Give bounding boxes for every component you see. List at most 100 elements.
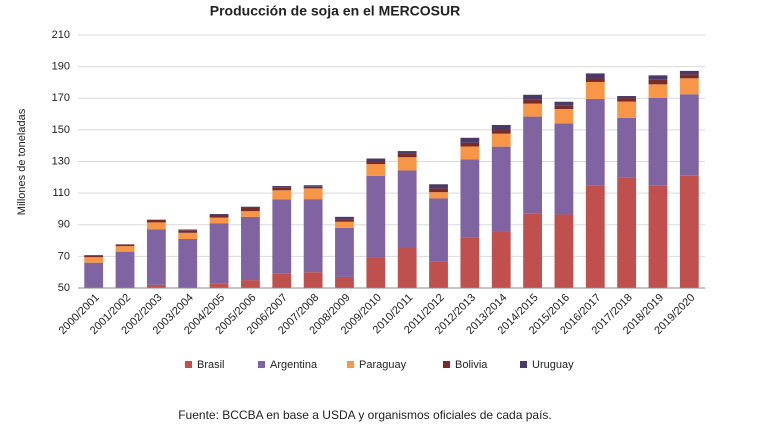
- bar-segment: [241, 217, 260, 280]
- bar-segment: [680, 74, 699, 78]
- bar-segment: [272, 199, 291, 273]
- bar-segment: [492, 125, 511, 130]
- bar-segment: [649, 84, 668, 97]
- bar-segment: [272, 188, 291, 191]
- bar-segment: [680, 71, 699, 74]
- bar-segment: [649, 98, 668, 185]
- bar-segment: [429, 188, 448, 192]
- bar-segment: [680, 78, 699, 94]
- bar-segment: [335, 222, 354, 228]
- bar-segment: [178, 229, 197, 230]
- bar-segment: [555, 102, 574, 105]
- bar-segment: [147, 220, 166, 222]
- bar-segment: [617, 118, 636, 178]
- bar-segment: [586, 186, 605, 288]
- bar-segment: [178, 233, 197, 239]
- source-note: Fuente: BCCBA en base a USDA y organismo…: [178, 408, 552, 422]
- bar-segment: [429, 184, 448, 188]
- bar-segment: [147, 229, 166, 284]
- bar-segment: [398, 171, 417, 248]
- bar-segment: [116, 246, 135, 252]
- bar-segment: [429, 262, 448, 288]
- bar-segment: [335, 277, 354, 288]
- bar-segment: [617, 98, 636, 101]
- bar-segment: [555, 109, 574, 124]
- bar-segment: [523, 100, 542, 104]
- bar-segment: [178, 239, 197, 288]
- bar-segment: [335, 219, 354, 222]
- bar-segment: [304, 199, 323, 272]
- bar-segment: [586, 82, 605, 99]
- bar-segment: [398, 154, 417, 158]
- bar-segment: [304, 187, 323, 189]
- bar-segment: [586, 73, 605, 78]
- legend-swatch: [347, 361, 354, 368]
- legend-swatch: [443, 361, 450, 368]
- y-tick-label: 190: [52, 61, 70, 73]
- bar-segment: [492, 231, 511, 288]
- bar-segment: [586, 78, 605, 81]
- bar-segment: [523, 214, 542, 288]
- bar-segment: [210, 218, 229, 224]
- bar-segment: [210, 283, 229, 288]
- bar-segment: [272, 274, 291, 288]
- bar-segment: [210, 215, 229, 218]
- bar-segment: [116, 252, 135, 288]
- bar-segment: [492, 147, 511, 231]
- bar-segment: [335, 217, 354, 219]
- legend-label: Bolivia: [455, 359, 488, 371]
- bar-segment: [492, 134, 511, 147]
- bar-segment: [460, 159, 479, 237]
- bar-segment: [460, 146, 479, 159]
- bar-segment: [523, 95, 542, 100]
- bar-segment: [492, 130, 511, 134]
- legend-label: Argentina: [270, 359, 318, 371]
- bar-segment: [366, 164, 385, 176]
- bar-segment: [335, 228, 354, 277]
- bar-segment: [680, 94, 699, 175]
- bar-segment: [241, 211, 260, 217]
- bar-segment: [84, 263, 103, 288]
- bar-segment: [617, 102, 636, 118]
- bar-segment: [210, 214, 229, 215]
- bar-segment: [366, 176, 385, 258]
- y-tick-label: 170: [52, 92, 70, 104]
- bar-segment: [178, 230, 197, 233]
- y-tick-label: 130: [52, 155, 70, 167]
- bar-segment: [586, 99, 605, 186]
- bar-segment: [429, 192, 448, 198]
- bar-segment: [555, 105, 574, 109]
- y-tick-label: 90: [58, 219, 70, 231]
- legend-swatch: [258, 361, 265, 368]
- y-tick-label: 150: [52, 124, 70, 136]
- bar-segment: [304, 272, 323, 288]
- y-tick-label: 110: [52, 187, 70, 199]
- bar-segment: [304, 188, 323, 199]
- bar-segment: [460, 143, 479, 147]
- bar-segment: [116, 245, 135, 247]
- chart-title: Producción de soja en el MERCOSUR: [210, 3, 461, 19]
- bar-segment: [649, 80, 668, 85]
- legend-label: Paraguay: [359, 359, 407, 371]
- y-tick-label: 70: [58, 250, 70, 262]
- bar-segment: [398, 157, 417, 170]
- y-axis-label: Millones de toneladas: [16, 108, 28, 215]
- bar-segment: [555, 214, 574, 288]
- bar-segment: [241, 208, 260, 211]
- bar-segment: [398, 151, 417, 154]
- bar-segment: [366, 158, 385, 161]
- bar-segment: [460, 237, 479, 288]
- bar-segment: [241, 207, 260, 208]
- y-tick-label: 210: [52, 29, 70, 41]
- bar-segment: [366, 161, 385, 164]
- bar-segment: [617, 96, 636, 98]
- legend-label: Uruguay: [532, 359, 574, 371]
- legend-swatch: [185, 361, 192, 368]
- bar-segment: [523, 117, 542, 214]
- bar-segment: [649, 75, 668, 79]
- bar-segment: [84, 255, 103, 257]
- bar-segment: [460, 138, 479, 143]
- bar-segment: [241, 280, 260, 288]
- bar-segment: [429, 199, 448, 262]
- bar-segment: [366, 258, 385, 288]
